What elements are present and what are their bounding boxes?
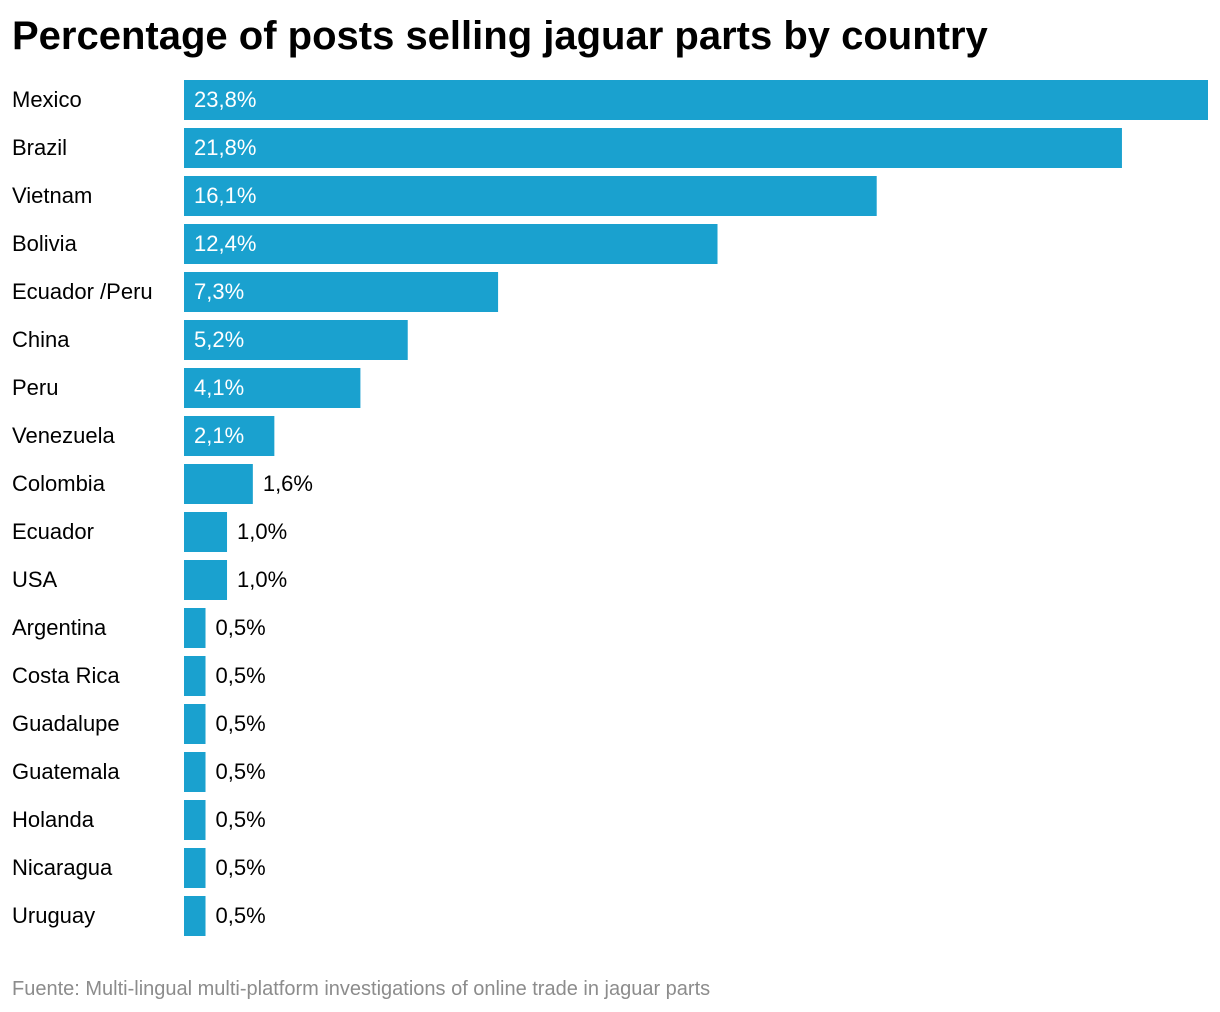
bar-guatemala (184, 752, 206, 792)
value-label-ecuador: 1,0% (237, 519, 287, 544)
bar-argentina (184, 608, 206, 648)
category-label-uruguay: Uruguay (12, 903, 95, 928)
bar-bolivia (184, 224, 718, 264)
category-label-peru: Peru (12, 375, 58, 400)
value-label-nicaragua: 0,5% (216, 855, 266, 880)
value-label-guatemala: 0,5% (216, 759, 266, 784)
bar-chart: Mexico 23,8% Brazil 21,8% Vietnam 16,1% Bolivi… (12, 80, 1208, 936)
category-label-nicaragua: Nicaragua (12, 855, 113, 880)
bar-guadalupe (184, 704, 206, 744)
value-label-uruguay: 0,5% (216, 903, 266, 928)
chart-title: Percentage of posts selling jaguar parts… (12, 14, 988, 58)
bar-peru (184, 368, 361, 408)
category-label-guatemala: Guatemala (12, 759, 120, 784)
category-label-ecuador-peru: Ecuador /Peru (12, 279, 153, 304)
value-label-argentina: 0,5% (216, 615, 266, 640)
value-label-mexico: 23,8% (194, 87, 256, 112)
bar-holanda (184, 800, 206, 840)
value-label-guadalupe: 0,5% (216, 711, 266, 736)
category-label-costa-rica: Costa Rica (12, 663, 120, 688)
bar-ecuador (184, 512, 228, 552)
category-label-ecuador: Ecuador (12, 519, 94, 544)
bar-china (184, 320, 408, 360)
value-label-china: 5,2% (194, 327, 244, 352)
value-label-usa: 1,0% (237, 567, 287, 592)
bar-colombia (184, 464, 253, 504)
category-label-china: China (12, 327, 70, 352)
category-label-bolivia: Bolivia (12, 231, 78, 256)
category-label-colombia: Colombia (12, 471, 106, 496)
category-label-mexico: Mexico (12, 87, 82, 112)
value-label-brazil: 21,8% (194, 135, 256, 160)
value-label-colombia: 1,6% (263, 471, 313, 496)
value-label-costa-rica: 0,5% (216, 663, 266, 688)
category-label-argentina: Argentina (12, 615, 107, 640)
bar-ecuador-peru (184, 272, 499, 312)
value-label-bolivia: 12,4% (194, 231, 256, 256)
bar-venezuela (184, 416, 275, 456)
value-label-holanda: 0,5% (216, 807, 266, 832)
value-label-peru: 4,1% (194, 375, 244, 400)
source-note: Fuente: Multi-lingual multi-platform inv… (12, 978, 711, 1000)
category-label-venezuela: Venezuela (12, 423, 116, 448)
category-label-guadalupe: Guadalupe (12, 711, 120, 736)
category-label-vietnam: Vietnam (12, 183, 92, 208)
bar-brazil (184, 128, 1122, 168)
bar-nicaragua (184, 848, 206, 888)
category-label-brazil: Brazil (12, 135, 67, 160)
bar-vietnam (184, 176, 877, 216)
bar-costa-rica (184, 656, 206, 696)
value-label-venezuela: 2,1% (194, 423, 244, 448)
bar-usa (184, 560, 228, 600)
category-label-holanda: Holanda (12, 807, 95, 832)
value-label-vietnam: 16,1% (194, 183, 256, 208)
bar-mexico (184, 80, 1208, 120)
category-label-usa: USA (12, 567, 58, 592)
bar-uruguay (184, 896, 206, 936)
value-label-ecuador-peru: 7,3% (194, 279, 244, 304)
